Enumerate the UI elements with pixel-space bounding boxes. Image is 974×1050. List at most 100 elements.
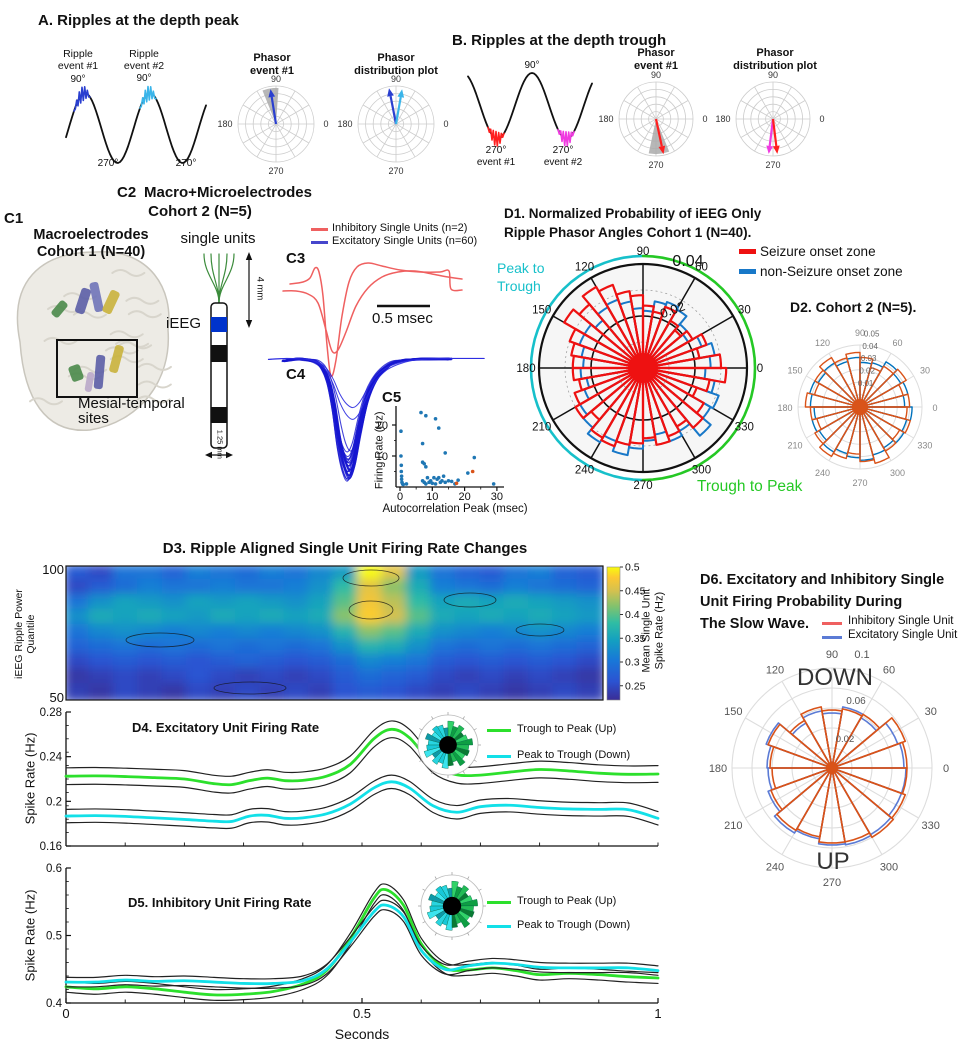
d1-title-line1: D1. Normalized Probability of iEEG Only — [504, 206, 762, 221]
svg-text:180: 180 — [598, 114, 613, 124]
seizure-legend-swatch — [739, 249, 756, 254]
d6-red-legend-swatch — [822, 622, 842, 625]
svg-text:60: 60 — [892, 338, 902, 348]
panel-b-ev1-label: 270° event #1 — [476, 145, 516, 168]
d6-down-label: DOWN — [797, 664, 873, 691]
svg-text:0.2: 0.2 — [46, 796, 62, 808]
d5-title: D5. Inhibitory Unit Firing Rate — [128, 895, 312, 910]
svg-text:150: 150 — [724, 706, 742, 718]
svg-text:0.06: 0.06 — [846, 696, 866, 707]
panel-a-270deg-1: 270° — [97, 158, 119, 169]
svg-text:90: 90 — [271, 74, 281, 84]
svg-text:0: 0 — [757, 363, 763, 375]
svg-text:0: 0 — [397, 491, 403, 503]
phasor-plot-2: 90 0 180 270 — [337, 74, 448, 176]
svg-text:30: 30 — [738, 305, 751, 317]
d4-cyan-legend-swatch — [487, 755, 511, 758]
svg-text:180: 180 — [337, 119, 352, 129]
svg-text:0: 0 — [819, 114, 824, 124]
d3-colorbar-label: Mean Single Unit Spike Rate (Hz) — [640, 588, 665, 673]
d6-up-label: UP — [816, 848, 850, 875]
d5-line-chart: 0.6 0.5 0.40 0.5 1 — [46, 863, 662, 1021]
svg-text:0.01: 0.01 — [858, 379, 874, 388]
svg-text:270: 270 — [268, 166, 283, 176]
d1-title-line2: Ripple Phasor Angles Cohort 1 (N=40). — [504, 225, 752, 240]
panel-b-title: B. Ripples at the depth trough — [452, 32, 667, 49]
svg-text:0.25: 0.25 — [625, 680, 646, 692]
d5-inset-rose — [418, 872, 486, 940]
phasor-event1-title-b: Phasor event #1 — [633, 47, 679, 72]
svg-text:0.24: 0.24 — [40, 752, 63, 764]
svg-text:0.45: 0.45 — [625, 585, 646, 597]
svg-text:240: 240 — [766, 862, 784, 874]
svg-text:10: 10 — [376, 451, 388, 463]
c4-excitatory-waveforms — [267, 357, 485, 482]
excitatory-legend-label: Excitatory Single Units (n=60) — [332, 235, 478, 247]
c5-scatter-plot: 0 10 20 30 10 20 — [376, 406, 504, 503]
c5-xlabel: Autocorrelation Peak (msec) — [382, 503, 528, 515]
d4-line-chart: 0.28 0.24 0.2 0.16 — [40, 707, 660, 853]
panel-b-90deg: 90° — [524, 60, 540, 71]
svg-text:0.16: 0.16 — [40, 841, 62, 853]
d3-ytick-100: 100 — [42, 562, 64, 577]
panel-b-wave — [467, 72, 593, 147]
svg-text:90: 90 — [768, 70, 778, 80]
d4-title: D4. Excitatory Unit Firing Rate — [132, 720, 320, 735]
d6-red-legend-label: Inhibitory Single Unit — [848, 615, 954, 627]
peak-to-trough-label: Peak to Trough — [497, 260, 545, 295]
svg-text:20: 20 — [458, 491, 470, 503]
svg-text:180: 180 — [217, 119, 232, 129]
svg-text:10: 10 — [426, 491, 438, 503]
scalebar-label: 0.5 msec — [372, 310, 433, 327]
panel-c3-tag: C3 — [286, 250, 306, 267]
svg-text:0: 0 — [443, 119, 448, 129]
d6-title-line2: Unit Firing Probability During — [700, 594, 903, 610]
d6-title-line3: The Slow Wave. — [700, 616, 810, 632]
d2-title: D2. Cohort 2 (N=5). — [790, 299, 917, 315]
ripple-event-1-label: Ripple event #1 — [57, 48, 99, 73]
panel-a-270deg-2: 270° — [175, 158, 197, 169]
svg-text:30: 30 — [925, 706, 937, 718]
electrode-4mm-label: 4 mm — [254, 276, 266, 301]
single-units-label: single units — [180, 230, 256, 247]
svg-text:90: 90 — [391, 74, 401, 84]
d5-ylabel: Spike Rate (Hz) — [22, 889, 38, 982]
svg-text:0: 0 — [932, 403, 937, 413]
panel-c1-tag: C1 — [4, 210, 24, 227]
svg-text:330: 330 — [735, 422, 754, 434]
svg-text:150: 150 — [532, 305, 551, 317]
panel-c1-title: Macroelectrodes Cohort 1 (N=40) — [33, 227, 149, 260]
d3-ylabel: iEEG Ripple Power Quantile — [12, 589, 37, 679]
phasor-plot-4: 90 0 180 270 — [715, 70, 824, 170]
svg-text:240: 240 — [815, 468, 830, 478]
svg-text:0: 0 — [943, 763, 949, 775]
svg-text:300: 300 — [692, 464, 711, 476]
svg-text:180: 180 — [709, 763, 727, 775]
d4-ylabel: Spike Rate (Hz) — [22, 732, 38, 825]
d6-blue-legend-label: Excitatory Single Unit — [848, 629, 958, 641]
mesial-temporal-label: Mesial-temporal sites — [78, 395, 185, 427]
d5-green-legend-swatch — [487, 901, 511, 904]
d5-cyan-legend-swatch — [487, 925, 511, 928]
svg-text:60: 60 — [883, 664, 895, 676]
svg-text:0.4: 0.4 — [625, 609, 640, 621]
svg-text:0.28: 0.28 — [40, 707, 62, 719]
panel-c2-title1: Macro+Microelectrodes — [144, 184, 312, 201]
svg-text:330: 330 — [917, 441, 932, 451]
svg-text:180: 180 — [516, 363, 535, 375]
svg-text:0.5: 0.5 — [46, 931, 62, 943]
svg-text:0.05: 0.05 — [864, 330, 880, 339]
d4-cyan-legend-label: Peak to Trough (Down) — [517, 749, 631, 761]
svg-text:0.02: 0.02 — [836, 734, 855, 745]
c5-ylabel: Firing Rate (Hz) — [373, 411, 386, 490]
svg-text:0.03: 0.03 — [861, 354, 877, 363]
svg-text:20: 20 — [376, 420, 388, 432]
svg-text:90: 90 — [855, 328, 865, 338]
electrode-schematic — [203, 252, 253, 459]
panel-b-ev2-label: 270° event #2 — [543, 145, 583, 168]
svg-text:1: 1 — [654, 1006, 661, 1021]
nonseizure-legend-label: non-Seizure onset zone — [760, 264, 903, 279]
svg-text:270: 270 — [852, 478, 867, 488]
svg-text:0.3: 0.3 — [625, 657, 640, 669]
